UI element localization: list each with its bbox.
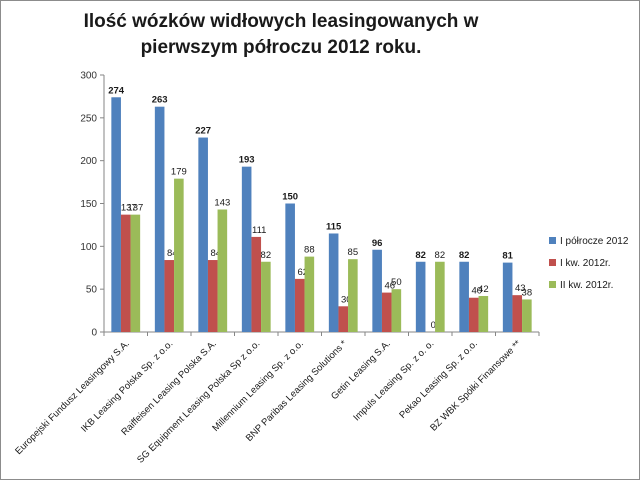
bar-3	[304, 256, 315, 332]
bar-2	[164, 260, 175, 332]
bar-3	[391, 289, 402, 332]
data-label: 84	[210, 248, 221, 259]
data-label: 0	[431, 320, 436, 331]
data-label: 82	[261, 250, 272, 261]
bar-1	[372, 249, 382, 332]
category-label: Pekao Leasing Sp. z o.o.	[397, 338, 479, 420]
bar-1	[415, 261, 426, 332]
data-label: 179	[171, 167, 187, 178]
bar-2	[207, 260, 218, 332]
data-label: 43	[515, 283, 526, 294]
category-label: BZ WBK Spółki Finansowe **	[428, 338, 523, 433]
legend-swatch	[549, 259, 556, 266]
bar-3	[130, 214, 141, 332]
y-tick-label: 0	[91, 328, 97, 339]
data-label: 46	[384, 281, 395, 292]
data-label: 40	[471, 286, 482, 297]
data-label: 263	[152, 95, 168, 106]
data-label: 137	[121, 203, 137, 214]
y-tick-label: 250	[80, 113, 97, 124]
bar-2	[251, 236, 262, 332]
data-label: 85	[348, 247, 359, 258]
data-label: 30	[341, 294, 352, 305]
data-label: 137	[127, 203, 143, 214]
bar-2	[338, 306, 349, 332]
bar-3	[435, 261, 445, 332]
legend-swatch	[549, 281, 556, 288]
bar-2	[294, 278, 305, 332]
bar-3	[261, 261, 271, 332]
data-label: 115	[326, 221, 342, 232]
legend-label: II kw. 2012r.	[560, 280, 613, 291]
data-label: 274	[108, 85, 125, 96]
legend-label: I półrocze 2012	[560, 236, 629, 247]
bar-1	[502, 262, 513, 332]
data-label: 62	[297, 267, 308, 278]
legend-swatch	[549, 237, 556, 244]
bar-1	[285, 203, 295, 332]
y-tick-label: 300	[80, 71, 97, 82]
category-label: IKB Leasing Polska Sp. z o.o.	[79, 338, 175, 434]
bar-1	[241, 166, 252, 332]
legend-label: I kw. 2012r.	[560, 258, 611, 269]
data-label: 111	[252, 225, 266, 236]
bar-1	[328, 233, 339, 332]
data-label: 81	[502, 251, 513, 262]
data-label: 88	[304, 245, 315, 256]
data-label: 82	[415, 250, 426, 261]
bar-1	[198, 137, 208, 332]
bar-2	[468, 297, 479, 332]
y-tick-label: 150	[80, 199, 97, 210]
bar-3	[174, 178, 184, 332]
category-label: Millennium Leasing Sp. z o.o.	[210, 338, 306, 434]
bar-2	[120, 214, 131, 332]
bar-3	[478, 296, 489, 332]
bar-1	[459, 261, 469, 332]
y-tick-label: 100	[80, 242, 97, 253]
data-label: 143	[214, 197, 230, 208]
data-label: 150	[282, 192, 298, 203]
bar-3	[217, 209, 228, 332]
category-label: Impuls Leasing Sp. z o. o.	[351, 338, 436, 423]
bar-2	[512, 295, 523, 332]
bar-1	[154, 106, 165, 333]
bar-3	[522, 299, 532, 332]
chart-title: Ilość wózków widłowych leasingowanych w …	[83, 11, 479, 58]
y-tick-label: 200	[80, 156, 97, 167]
y-tick-label: 50	[86, 285, 98, 296]
data-label: 84	[167, 248, 178, 259]
bar-1	[111, 97, 121, 332]
data-label: 193	[239, 155, 255, 166]
data-label: 42	[478, 284, 489, 295]
data-label: 38	[522, 287, 533, 298]
data-label: 227	[195, 126, 211, 137]
bar-2	[381, 292, 392, 332]
data-label: 50	[391, 277, 402, 288]
data-label: 82	[459, 250, 470, 261]
data-label: 96	[372, 238, 383, 249]
bar-3	[348, 259, 358, 332]
data-label: 82	[435, 250, 446, 261]
